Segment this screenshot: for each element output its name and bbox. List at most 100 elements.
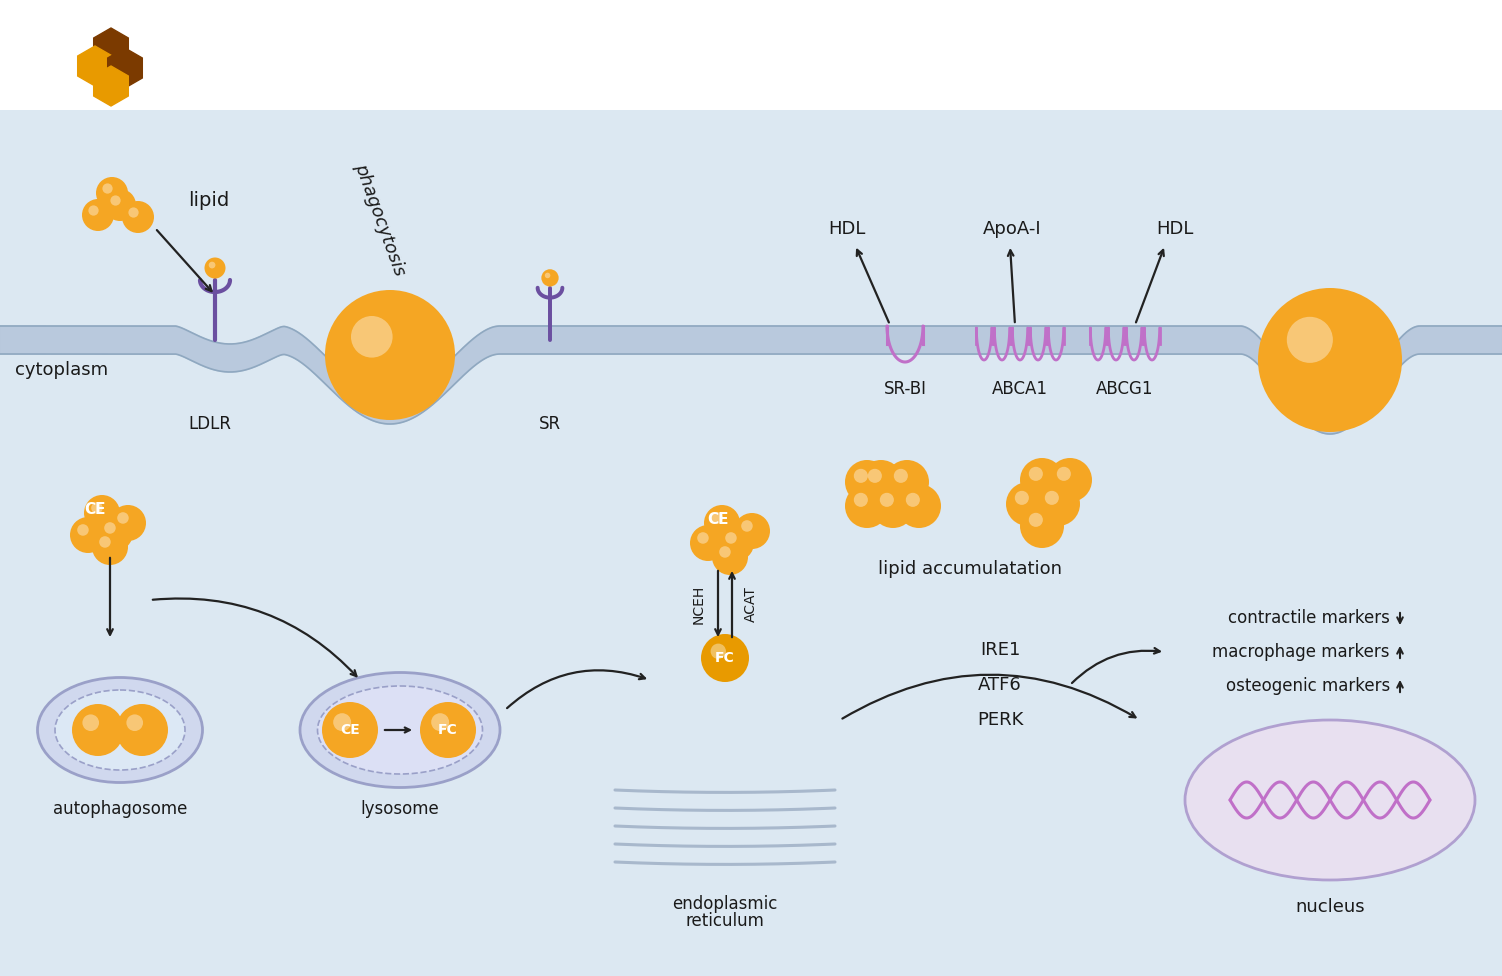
Circle shape (324, 290, 455, 420)
Circle shape (126, 714, 143, 731)
Text: FC: FC (439, 723, 458, 737)
Circle shape (98, 515, 134, 551)
Circle shape (1045, 491, 1059, 505)
Circle shape (718, 525, 754, 561)
Text: reticulum: reticulum (685, 912, 765, 930)
Text: ApoA-I: ApoA-I (982, 220, 1041, 238)
Circle shape (116, 704, 168, 756)
Circle shape (545, 272, 550, 278)
Circle shape (1259, 288, 1401, 432)
Circle shape (1020, 458, 1063, 502)
Circle shape (1029, 512, 1042, 527)
Text: PERK: PERK (976, 711, 1023, 729)
Circle shape (111, 195, 120, 206)
Circle shape (710, 643, 725, 659)
Polygon shape (78, 46, 113, 86)
Circle shape (1006, 482, 1050, 526)
Circle shape (689, 525, 725, 561)
Circle shape (122, 201, 155, 233)
Circle shape (421, 702, 476, 758)
Circle shape (712, 512, 722, 524)
Circle shape (880, 493, 894, 507)
Text: CE: CE (84, 503, 105, 517)
Circle shape (321, 702, 379, 758)
Polygon shape (93, 28, 128, 68)
Circle shape (1287, 317, 1332, 363)
Circle shape (859, 460, 903, 504)
Text: autophagosome: autophagosome (53, 800, 188, 818)
Circle shape (351, 316, 392, 357)
Circle shape (1048, 458, 1092, 502)
Text: nucleus: nucleus (1295, 898, 1365, 916)
Text: macrophage markers: macrophage markers (1212, 643, 1389, 661)
Text: endoplasmic: endoplasmic (673, 895, 778, 913)
Circle shape (1015, 491, 1029, 505)
Circle shape (719, 547, 730, 557)
Circle shape (846, 484, 889, 528)
Ellipse shape (38, 677, 203, 783)
Text: CE: CE (707, 512, 728, 527)
Circle shape (853, 493, 868, 507)
Circle shape (209, 262, 215, 268)
Text: ATF6: ATF6 (978, 676, 1021, 694)
Circle shape (701, 634, 749, 682)
Text: SR: SR (539, 415, 562, 433)
Text: lipid: lipid (188, 190, 230, 210)
Text: phagocytosis: phagocytosis (351, 161, 409, 279)
Circle shape (704, 505, 740, 541)
Circle shape (204, 258, 225, 278)
Bar (0, 110, 1502, 976)
Text: HDL: HDL (828, 220, 865, 238)
Text: lysosome: lysosome (360, 800, 440, 818)
Circle shape (92, 503, 102, 513)
Circle shape (1029, 467, 1042, 481)
Text: osteogenic markers: osteogenic markers (1226, 677, 1389, 695)
Text: SR-BI: SR-BI (883, 380, 927, 398)
Circle shape (846, 460, 889, 504)
Polygon shape (108, 48, 143, 88)
Circle shape (1057, 467, 1071, 481)
Circle shape (128, 207, 138, 218)
Circle shape (83, 714, 99, 731)
Circle shape (84, 495, 120, 531)
Text: HDL: HDL (1157, 220, 1194, 238)
Circle shape (77, 524, 89, 536)
Circle shape (72, 704, 125, 756)
Circle shape (117, 512, 129, 524)
Circle shape (740, 520, 753, 532)
Circle shape (894, 468, 907, 483)
Text: cytoplasm: cytoplasm (15, 361, 108, 379)
Text: NCEH: NCEH (692, 585, 706, 624)
Text: LDLR: LDLR (188, 415, 231, 433)
Circle shape (868, 468, 882, 483)
Circle shape (333, 713, 351, 731)
Ellipse shape (56, 690, 185, 770)
Circle shape (83, 199, 114, 231)
Circle shape (697, 532, 709, 544)
Text: lipid accumulatation: lipid accumulatation (879, 560, 1062, 578)
Circle shape (1036, 482, 1080, 526)
Text: CE: CE (339, 723, 360, 737)
Text: IRE1: IRE1 (979, 641, 1020, 659)
Circle shape (96, 177, 128, 209)
Text: ABCA1: ABCA1 (991, 380, 1048, 398)
Circle shape (897, 484, 940, 528)
Circle shape (104, 189, 137, 221)
Circle shape (871, 484, 915, 528)
Circle shape (853, 468, 868, 483)
Circle shape (92, 529, 128, 565)
Circle shape (110, 505, 146, 541)
Polygon shape (93, 66, 128, 106)
Circle shape (725, 532, 736, 544)
Circle shape (541, 269, 559, 287)
Circle shape (89, 205, 99, 216)
Circle shape (734, 513, 771, 549)
Text: contractile markers: contractile markers (1229, 609, 1389, 627)
Circle shape (906, 493, 919, 507)
Text: FC: FC (715, 651, 734, 665)
Circle shape (1020, 504, 1063, 548)
Text: ACAT: ACAT (743, 586, 759, 622)
Circle shape (99, 536, 111, 548)
Circle shape (71, 517, 107, 553)
Ellipse shape (1185, 720, 1475, 880)
